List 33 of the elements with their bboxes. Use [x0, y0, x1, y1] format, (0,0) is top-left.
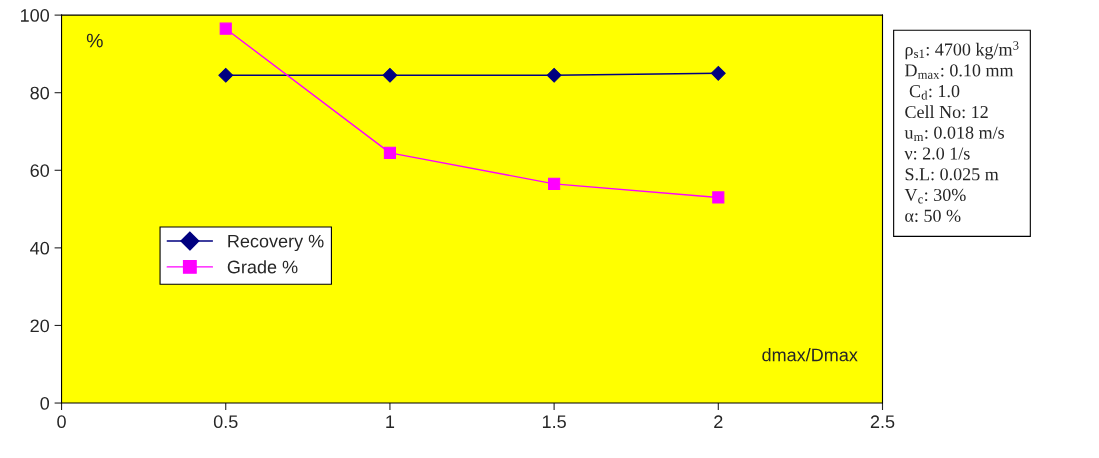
- text: Cell No: 12: [905, 105, 988, 119]
- x-tick-label: 1: [386, 415, 395, 428]
- x-tick-label: 2.5: [870, 415, 895, 429]
- point: [382, 67, 398, 83]
- x-tick-label: 0.5: [213, 415, 238, 429]
- point: [710, 65, 726, 81]
- y-axis-title: %: [86, 33, 103, 48]
- point: [546, 67, 562, 83]
- y-tick-label: 40: [30, 241, 50, 255]
- y-tick-label: 100: [20, 9, 50, 22]
- legend-label: Grade %: [227, 260, 298, 274]
- legend-label: Recovery %: [228, 234, 324, 252]
- text: S.L: 0.025 m: [905, 168, 999, 181]
- text: D$_{max}$: 0.10 mm: [905, 64, 1014, 79]
- x-axis-title: dmax/Dmax: [762, 348, 858, 362]
- y-tick-label: 60: [30, 164, 50, 177]
- point: [218, 67, 234, 83]
- y-tick-label: 80: [30, 86, 50, 100]
- x-tick-label: 0: [57, 415, 66, 429]
- y-tick-label: 20: [30, 319, 50, 333]
- text: ν: 2.0 1/s: [904, 147, 970, 160]
- point: [712, 191, 725, 204]
- y-tick-label: 0: [40, 396, 50, 410]
- text: V$_{c}$: 30%: [904, 188, 966, 204]
- x-tick-label: 1.5: [542, 415, 566, 429]
- point: [219, 22, 232, 35]
- x-tick-label: 2: [714, 415, 723, 428]
- point: [383, 146, 396, 159]
- text: α: 50 %: [905, 209, 961, 222]
- text: C$_{d}$: 1.0: [909, 85, 960, 100]
- text: u$_{m}$: 0.018 m/s: [904, 126, 1004, 142]
- text: ρ$_{s1}$: 4700 kg/m$^{3}$: [905, 41, 1019, 60]
- point: [548, 177, 561, 190]
